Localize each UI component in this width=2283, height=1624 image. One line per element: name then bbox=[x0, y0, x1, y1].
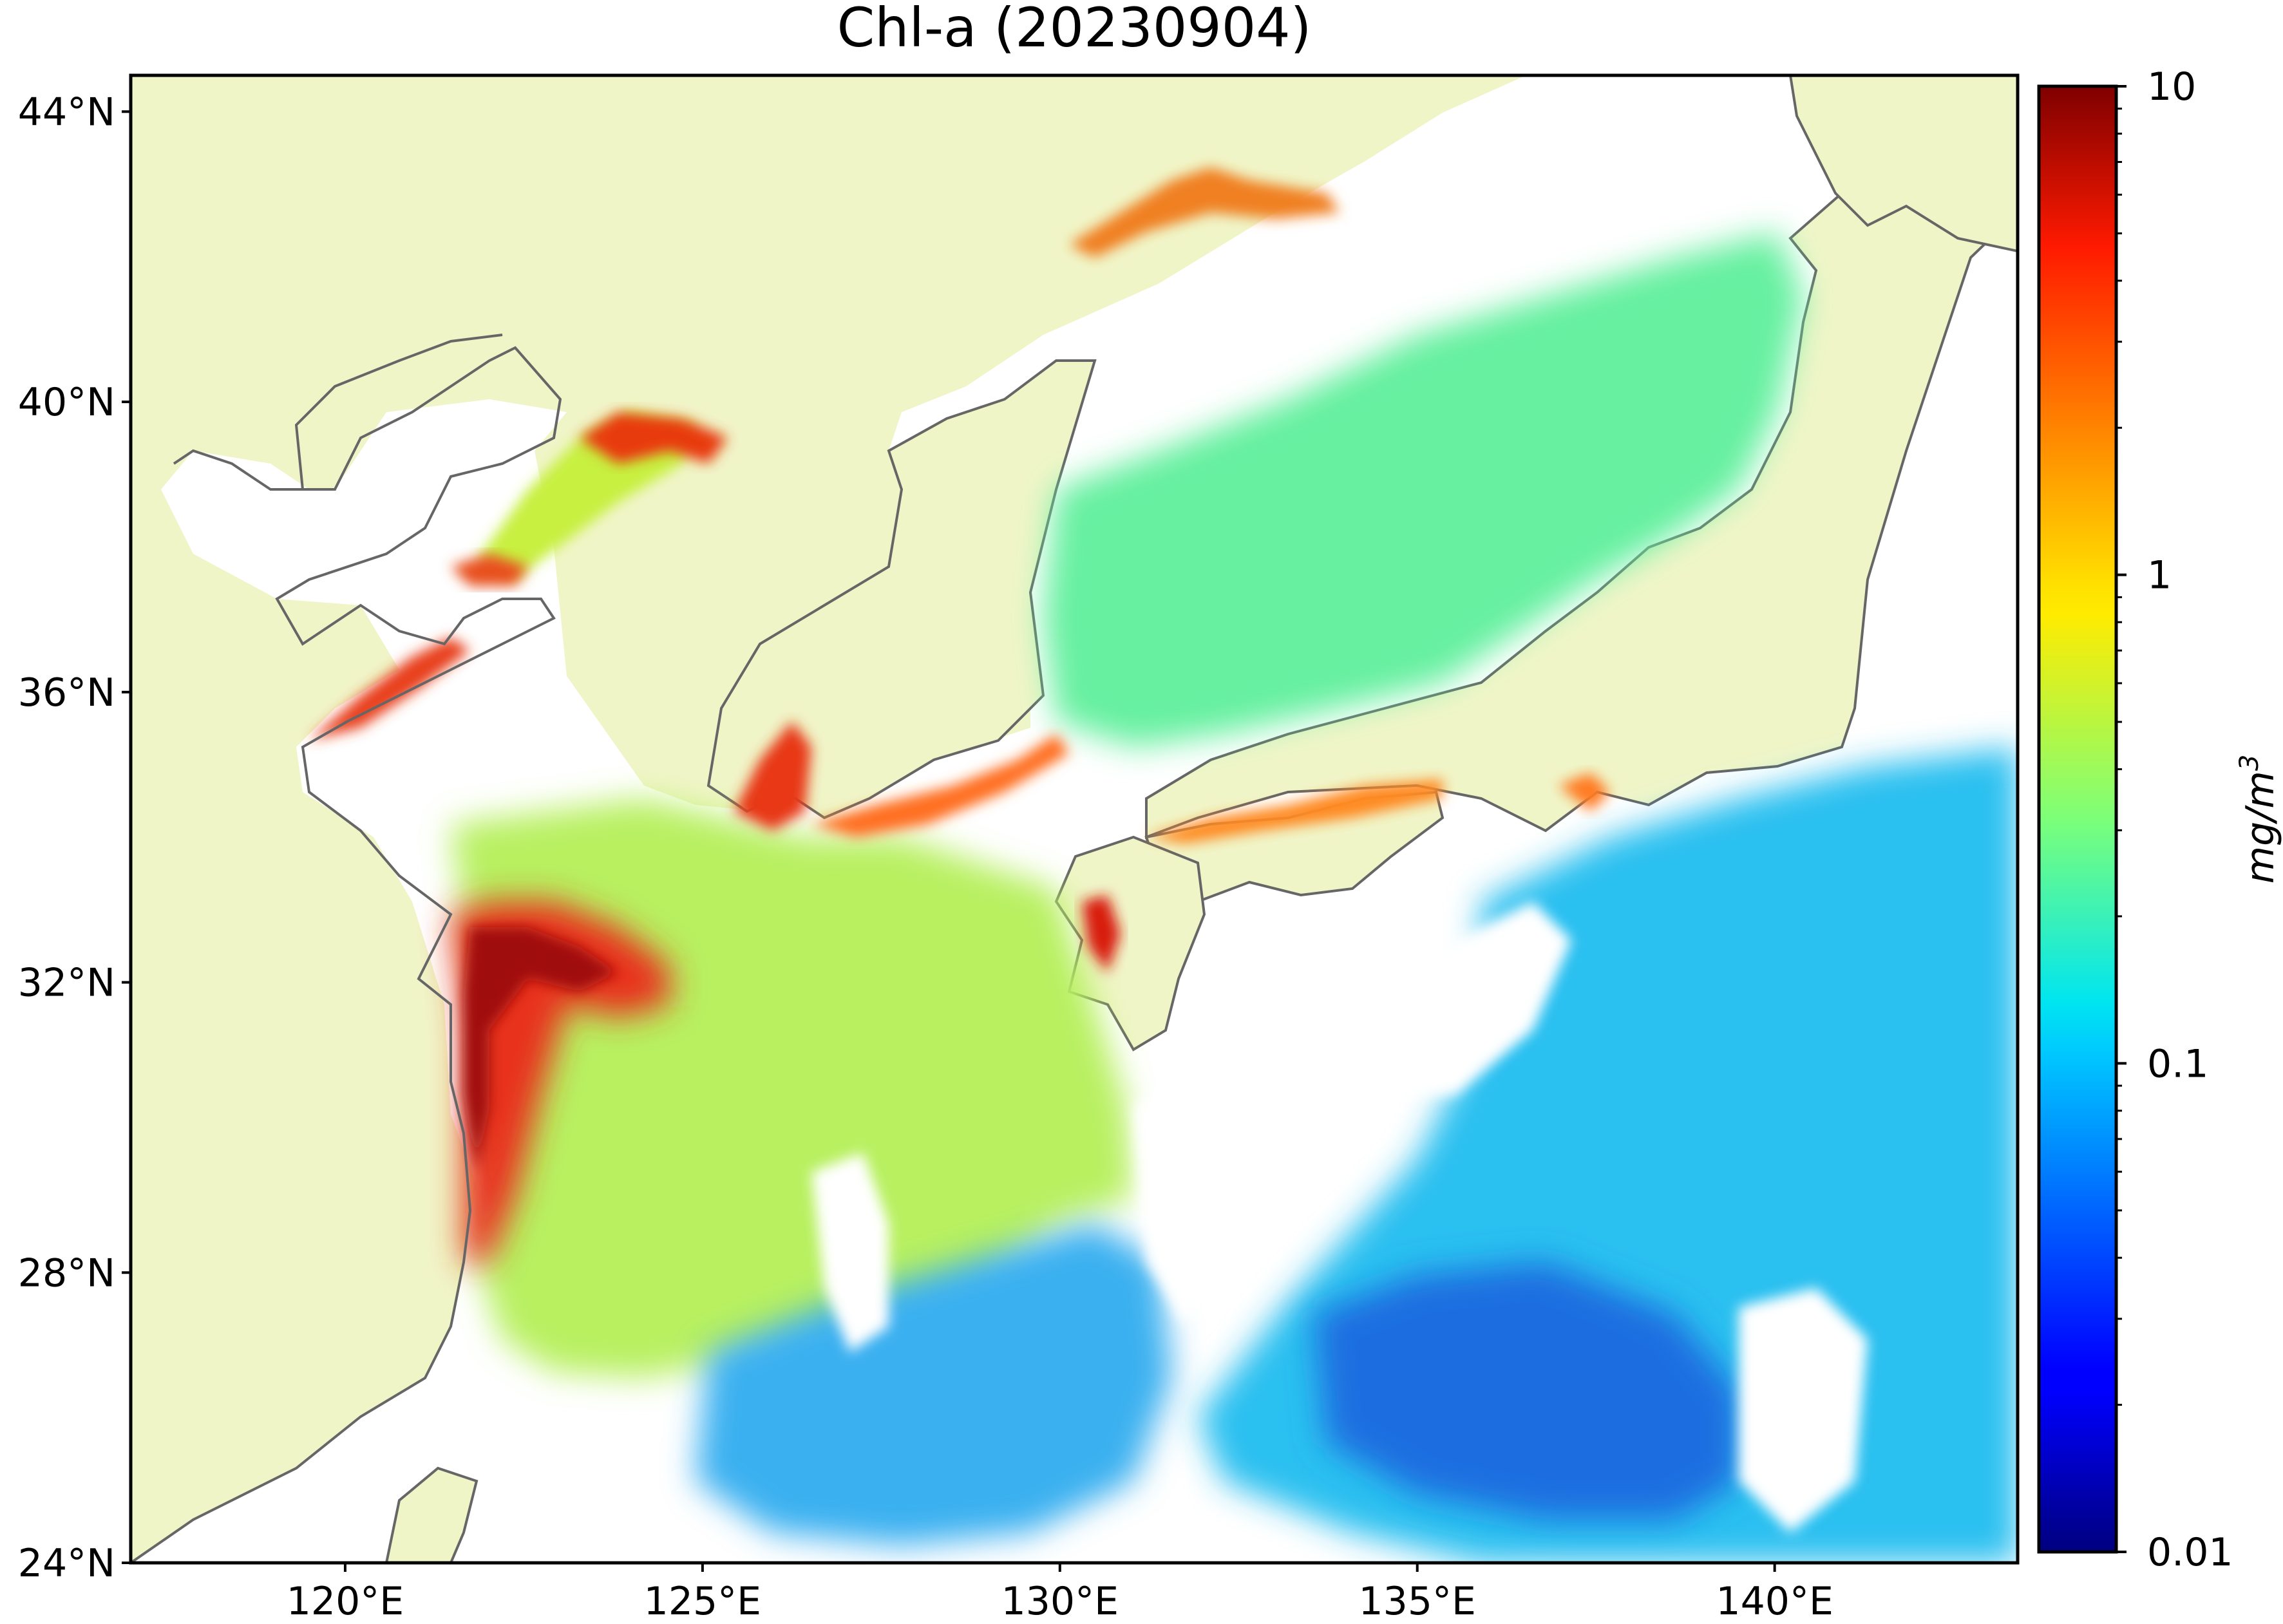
chl-plume-ise bbox=[1558, 773, 1610, 811]
hokkaido-island bbox=[1788, 75, 2018, 253]
colorbar-tick-label: 10 bbox=[2147, 64, 2196, 109]
lat-tick-label: 40°N bbox=[18, 380, 115, 425]
lat-tick-label: 44°N bbox=[18, 90, 115, 135]
map-frame bbox=[129, 73, 2020, 1565]
cloud-gap-4 bbox=[1739, 1288, 1868, 1533]
lon-tick-label: 135°E bbox=[1359, 1579, 1476, 1624]
lat-tick-label: 36°N bbox=[18, 670, 115, 715]
colorbar-tick-label: 1 bbox=[2147, 553, 2172, 598]
colorbar-label-exponent: 3 bbox=[2235, 755, 2264, 771]
bohai-coastline bbox=[294, 334, 503, 490]
lat-tick-label: 32°N bbox=[18, 961, 115, 1006]
lon-tick-label: 130°E bbox=[1001, 1579, 1119, 1624]
chl-plume-liaodong bbox=[451, 554, 528, 586]
lon-tick-label: 125°E bbox=[644, 1579, 761, 1624]
chl-plume-korea-west bbox=[734, 721, 811, 831]
chl-plume-seto-inland bbox=[1146, 779, 1443, 844]
latitude-axis: 44°N 40°N 36°N 32°N 28°N 24°N bbox=[18, 90, 131, 1586]
colorbar-gradient bbox=[2039, 86, 2116, 1552]
lon-tick-label: 120°E bbox=[287, 1579, 404, 1624]
kyushu-island bbox=[1054, 835, 1206, 1052]
honshu-island bbox=[1145, 75, 2018, 839]
colorbar: 10 1 0.1 0.01 mg/m3 bbox=[2037, 64, 2283, 1575]
map-panel bbox=[131, 75, 2018, 1563]
chl-plume-shandong bbox=[309, 637, 470, 741]
cloud-gap-3 bbox=[811, 1153, 889, 1352]
lat-tick-label: 28°N bbox=[18, 1251, 115, 1296]
colorbar-label: mg/m3 bbox=[2235, 755, 2283, 884]
taiwan-island bbox=[384, 1466, 478, 1563]
lat-tick-label: 24°N bbox=[18, 1541, 115, 1586]
colorbar-tick-label: 0.01 bbox=[2147, 1530, 2233, 1575]
chl-plume-bohai-north bbox=[580, 412, 728, 464]
chl-plume-ariake bbox=[1082, 895, 1121, 972]
longitude-axis: 120°E 125°E 130°E 135°E 140°E bbox=[287, 1563, 1833, 1624]
chl-a-field bbox=[309, 167, 2018, 1563]
china-coastline bbox=[131, 346, 562, 1563]
map-title: Chl-a (20230904) bbox=[837, 0, 1312, 59]
colorbar-ticks: 10 1 0.1 0.01 bbox=[2116, 64, 2233, 1575]
cloud-gap-2 bbox=[1378, 902, 1571, 1095]
colorbar-frame bbox=[2037, 84, 2118, 1554]
chl-plume-yangtze-core bbox=[464, 927, 618, 1172]
cloud-gap-1 bbox=[1133, 992, 1378, 1327]
colorbar-tick-label: 0.1 bbox=[2147, 1041, 2208, 1086]
korea-peninsula bbox=[706, 359, 1097, 820]
chl-field-okinawa-blue bbox=[696, 1223, 1172, 1545]
chl-plume-korea-south bbox=[811, 734, 1069, 837]
coastlines bbox=[131, 334, 562, 1563]
colorbar-label-base: mg/m bbox=[2238, 771, 2283, 883]
lon-tick-label: 140°E bbox=[1716, 1579, 1833, 1624]
chl-field-japan-sea bbox=[1043, 232, 1803, 747]
chl-plume-korea-northeast bbox=[1069, 167, 1340, 258]
chl-field-pacific-deepblue bbox=[1314, 1262, 1739, 1520]
